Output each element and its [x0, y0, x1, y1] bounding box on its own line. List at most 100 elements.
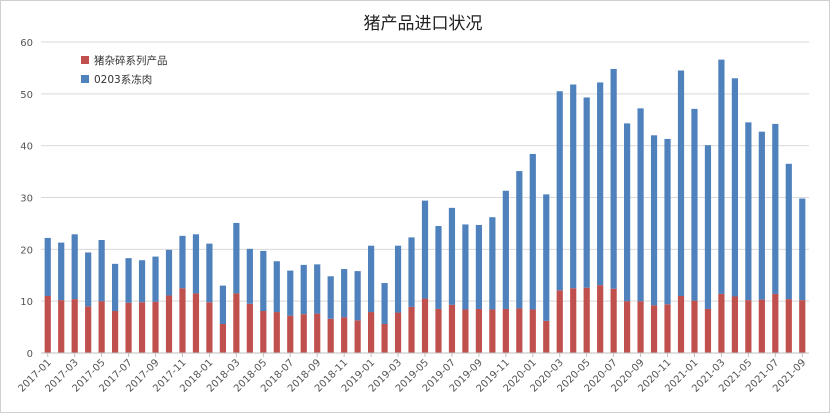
bar-frozen-2019-10	[489, 217, 496, 310]
bar-frozen-2019-02	[381, 283, 388, 324]
bar-frozen-2019-11	[502, 190, 509, 309]
bar-offal-2021-04	[731, 296, 738, 353]
bar-offal-2018-03	[233, 293, 240, 353]
bar-offal-2018-04	[246, 303, 253, 353]
bar-offal-2019-03	[394, 312, 402, 353]
bar-offal-2020-07	[610, 288, 617, 353]
bar-frozen-2020-05	[583, 97, 590, 288]
bar-offal-2017-06	[112, 311, 119, 353]
bar-offal-2017-10	[165, 295, 173, 353]
bar-offal-2019-02	[381, 323, 388, 353]
bar-offal-2020-11	[664, 304, 671, 353]
bar-frozen-2020-02	[543, 194, 550, 321]
bar-frozen-2020-10	[650, 135, 658, 306]
bar-offal-2017-08	[138, 302, 146, 353]
bar-offal-2017-09	[152, 301, 159, 353]
bar-frozen-2019-03	[394, 245, 402, 313]
bar-offal-2019-05	[421, 298, 429, 353]
bar-frozen-2017-12	[192, 234, 200, 294]
bar-frozen-2019-06	[435, 226, 442, 309]
bar-frozen-2018-04	[246, 248, 253, 304]
bar-frozen-2017-07	[125, 258, 132, 303]
legend: 猪杂碎系列产品 0203系冻肉	[81, 54, 168, 86]
bar-frozen-2019-01	[368, 245, 375, 313]
y-tick-label: 10	[20, 297, 33, 308]
y-tick-label: 30	[20, 194, 33, 205]
bar-offal-2017-05	[98, 301, 105, 353]
bar-frozen-2018-03	[233, 222, 240, 294]
bar-frozen-2017-04	[85, 252, 92, 307]
bar-offal-2017-12	[192, 293, 200, 353]
bar-offal-2021-01	[691, 300, 698, 353]
bar-frozen-2017-01	[44, 237, 51, 296]
y-tick-label: 40	[20, 142, 33, 153]
legend-label-frozen: 0203系冻肉	[94, 73, 152, 86]
y-tick-label: 20	[20, 245, 33, 256]
legend-swatch-offal	[81, 56, 89, 64]
bar-frozen-2018-08	[300, 264, 307, 315]
bar-frozen-2019-08	[462, 224, 469, 310]
bar-offal-2021-02	[704, 308, 712, 353]
bar-frozen-2020-12	[677, 70, 685, 296]
bar-frozen-2017-05	[98, 240, 105, 302]
bar-offal-2021-06	[758, 299, 765, 353]
bar-frozen-2021-02	[704, 145, 712, 309]
bar-offal-2020-05	[583, 287, 590, 353]
bar-frozen-2017-09	[152, 256, 159, 302]
bar-offal-2020-01	[529, 309, 536, 353]
bar-offal-2021-08	[785, 299, 792, 353]
bar-frozen-2019-04	[408, 237, 415, 307]
bar-offal-2021-03	[718, 293, 725, 353]
bar-frozen-2018-07	[287, 270, 294, 316]
bar-offal-2019-01	[368, 312, 375, 353]
bar-frozen-2019-07	[448, 207, 456, 305]
bar-frozen-2019-12	[516, 171, 523, 309]
bar-offal-2018-12	[354, 320, 361, 353]
y-tick-label: 60	[20, 38, 33, 49]
bar-offal-2017-03	[71, 299, 78, 353]
bar-offal-2017-02	[58, 300, 65, 353]
bar-frozen-2020-11	[664, 138, 671, 305]
bar-offal-2020-12	[677, 295, 685, 353]
bar-frozen-2020-08	[624, 123, 631, 302]
bar-frozen-2017-03	[71, 234, 78, 300]
bar-offal-2019-08	[462, 309, 469, 353]
bar-offal-2019-11	[502, 308, 509, 353]
bar-frozen-2019-05	[421, 200, 429, 299]
legend-swatch-frozen	[81, 75, 89, 83]
bar-frozen-2018-05	[260, 250, 267, 312]
bar-frozen-2020-04	[570, 84, 577, 289]
bar-offal-2019-04	[408, 306, 415, 353]
x-axis: 2017-012017-032017-052017-072017-092017-…	[17, 352, 809, 395]
bar-offal-2017-04	[85, 306, 92, 353]
bar-offal-2018-08	[300, 314, 307, 353]
bar-offal-2018-01	[206, 302, 213, 353]
bars	[44, 59, 806, 353]
y-axis: 0 10 20 30 40 50 60	[20, 38, 33, 360]
bar-offal-2021-09	[799, 300, 806, 353]
bar-frozen-2018-10	[327, 276, 334, 319]
y-tick-label: 0	[27, 349, 33, 360]
bar-frozen-2018-02	[219, 285, 226, 324]
bar-frozen-2021-04	[731, 78, 738, 297]
bar-frozen-2018-06	[273, 261, 280, 313]
y-tick-label: 50	[20, 90, 33, 101]
bar-offal-2018-10	[327, 318, 334, 353]
bar-offal-2021-05	[745, 300, 752, 353]
bar-offal-2018-02	[219, 323, 226, 353]
bar-frozen-2021-03	[718, 59, 725, 294]
bar-frozen-2021-05	[745, 122, 752, 301]
bar-offal-2018-07	[287, 315, 294, 353]
bar-frozen-2017-10	[165, 249, 173, 296]
bar-offal-2020-09	[637, 301, 644, 353]
bar-offal-2020-04	[570, 288, 577, 353]
chart-title: 猪产品进口状况	[364, 14, 483, 34]
bar-offal-2018-06	[273, 312, 280, 353]
bar-offal-2017-01	[44, 295, 51, 353]
bar-frozen-2020-09	[637, 108, 644, 302]
bar-frozen-2021-09	[799, 198, 806, 301]
bar-offal-2020-08	[624, 301, 631, 353]
bar-offal-2017-11	[179, 288, 186, 353]
